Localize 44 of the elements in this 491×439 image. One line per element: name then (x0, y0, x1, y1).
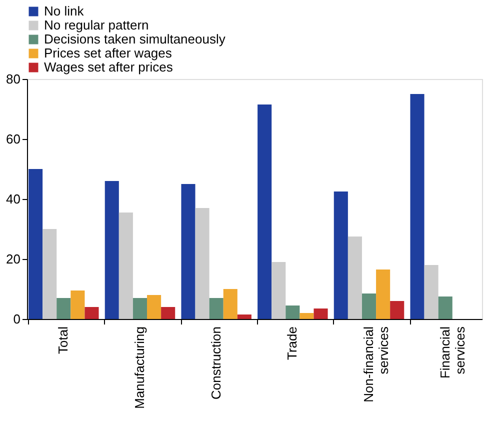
bar (42, 229, 57, 319)
bar (223, 289, 238, 319)
bar (348, 236, 362, 319)
bar (132, 298, 148, 319)
legend-label: No regular pattern (44, 18, 149, 32)
bar (84, 307, 99, 319)
x-tick-label: Trade (284, 326, 300, 360)
bar (438, 296, 452, 319)
bar (28, 169, 43, 319)
bar (272, 262, 286, 319)
x-tick-label: Construction (208, 326, 224, 400)
x-tick-label: Manufacturing (132, 326, 147, 409)
bar (286, 306, 300, 319)
y-tick-label: 40 (6, 192, 20, 206)
bar (390, 301, 404, 319)
bar (70, 290, 85, 319)
x-tick-label: Total (56, 326, 71, 354)
bar (314, 308, 328, 319)
bar (209, 298, 224, 319)
x-tick-label: Financial services (437, 326, 468, 379)
bar (410, 94, 424, 319)
bar (147, 295, 162, 319)
bar (334, 192, 348, 319)
bar (118, 212, 133, 319)
x-tick-label: Non-financial services (361, 326, 392, 402)
bar (56, 298, 71, 319)
bar (376, 270, 390, 319)
y-tick-label: 20 (6, 252, 20, 266)
bar (195, 208, 210, 319)
legend-label: Decisions taken simultaneously (44, 32, 226, 46)
bar (181, 184, 196, 319)
bar (237, 314, 252, 319)
legend-label: No link (44, 4, 84, 18)
y-tick-label: 0 (13, 312, 20, 326)
bar (104, 181, 119, 319)
legend-label: Wages set after prices (44, 60, 174, 74)
bar (424, 265, 438, 319)
y-tick-label: 60 (6, 132, 20, 146)
legend-label: Prices set after wages (44, 46, 172, 60)
bar (362, 294, 376, 319)
bar (300, 313, 314, 319)
bar (161, 307, 176, 319)
y-tick-label: 80 (6, 72, 20, 86)
bar (258, 104, 272, 319)
